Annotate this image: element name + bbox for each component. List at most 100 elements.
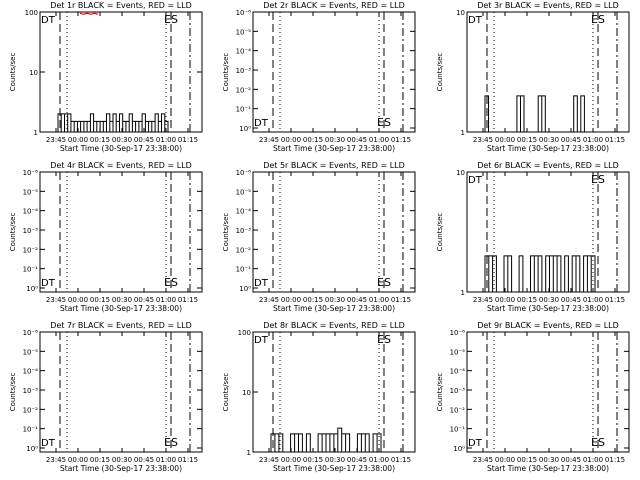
x-tick-label: 00:15 <box>90 136 110 144</box>
y-tick-label: 10⁰ <box>239 125 251 133</box>
y-tick-label: 10⁻⁶ <box>450 329 466 337</box>
y-tick-label: 10⁰ <box>26 445 38 453</box>
right-marker-label: ES <box>377 116 391 129</box>
right-marker-label: ES <box>591 13 605 26</box>
x-tick-label: 00:00 <box>68 296 88 304</box>
x-axis-label: Start Time (30-Sep-17 23:38:00) <box>60 304 182 313</box>
chart-title: Det 3r BLACK = Events, RED = LLD <box>477 1 619 10</box>
chart-title: Det 1r BLACK = Events, RED = LLD <box>50 1 192 10</box>
x-tick-label: 00:30 <box>112 456 132 464</box>
left-marker-label: DT <box>254 118 269 129</box>
right-marker-label: ES <box>377 276 391 289</box>
x-tick-label: 01:15 <box>178 296 198 304</box>
y-tick-label: 10 <box>456 9 465 17</box>
chart-title: Det 8r BLACK = Events, RED = LLD <box>263 321 405 330</box>
y-tick-label: 10⁻¹ <box>450 426 466 434</box>
chart-title: Det 9r BLACK = Events, RED = LLD <box>477 321 619 330</box>
x-tick-label: 00:30 <box>539 456 559 464</box>
y-tick-label: 10 <box>29 69 38 77</box>
y-tick-label: 10⁻¹ <box>23 266 39 274</box>
x-axis-label: Start Time (30-Sep-17 23:38:00) <box>487 144 609 153</box>
y-axis-label: Counts/sec <box>9 373 17 412</box>
y-tick-label: 10⁻⁴ <box>450 368 466 376</box>
right-marker-label: ES <box>164 436 178 449</box>
y-tick-label: 10⁻⁵ <box>23 188 39 196</box>
x-tick-label: 23:45 <box>259 296 279 304</box>
events-series-line <box>484 255 596 293</box>
y-tick-label: 10⁻¹ <box>236 106 252 114</box>
x-tick-label: 00:45 <box>561 456 581 464</box>
x-tick-label: 00:30 <box>112 136 132 144</box>
x-tick-label: 00:45 <box>561 296 581 304</box>
x-axis-label: Start Time (30-Sep-17 23:38:00) <box>487 304 609 313</box>
x-tick-label: 01:15 <box>605 456 625 464</box>
y-axis-label: Counts/sec <box>9 53 17 92</box>
y-tick-label: 100 <box>238 329 251 337</box>
y-tick-label: 10⁻¹ <box>236 266 252 274</box>
chart-title: Det 2r BLACK = Events, RED = LLD <box>263 1 405 10</box>
x-tick-label: 00:15 <box>517 136 537 144</box>
plot-frame <box>39 331 203 453</box>
x-tick-label: 01:15 <box>391 136 411 144</box>
y-tick-label: 1 <box>247 449 251 457</box>
y-tick-label: 1 <box>34 129 38 137</box>
y-axis-label: Counts/sec <box>222 373 230 412</box>
plot-frame <box>466 11 630 133</box>
lld-series-line <box>79 12 99 15</box>
x-tick-label: 00:00 <box>495 136 515 144</box>
x-tick-label: 00:45 <box>134 136 154 144</box>
x-tick-label: 00:45 <box>134 296 154 304</box>
chart-title: Det 5r BLACK = Events, RED = LLD <box>263 161 405 170</box>
x-tick-label: 00:45 <box>134 456 154 464</box>
x-tick-label: 01:15 <box>391 456 411 464</box>
y-axis-label: Counts/sec <box>436 213 444 252</box>
x-tick-label: 23:45 <box>46 296 66 304</box>
x-tick-label: 01:00 <box>369 136 389 144</box>
x-tick-label: 00:45 <box>561 136 581 144</box>
x-tick-label: 00:30 <box>325 136 345 144</box>
y-tick-label: 10⁻⁴ <box>236 208 252 216</box>
y-tick-label: 10⁻³ <box>236 227 252 235</box>
plot-frame <box>252 171 416 293</box>
x-tick-label: 01:00 <box>156 456 176 464</box>
x-tick-label: 00:00 <box>68 456 88 464</box>
y-tick-label: 10⁻³ <box>23 387 39 395</box>
x-tick-label: 01:15 <box>178 136 198 144</box>
y-tick-label: 10⁻⁶ <box>23 329 39 337</box>
x-tick-label: 00:30 <box>539 136 559 144</box>
x-tick-label: 00:00 <box>495 296 515 304</box>
plot-frame <box>466 331 630 453</box>
left-marker-label: DT <box>468 15 483 26</box>
left-marker-label: DT <box>41 278 56 289</box>
y-tick-label: 10⁻¹ <box>23 426 39 434</box>
y-tick-label: 10 <box>456 169 465 177</box>
x-tick-label: 01:15 <box>391 296 411 304</box>
x-tick-label: 01:15 <box>178 456 198 464</box>
x-tick-label: 00:00 <box>281 456 301 464</box>
y-tick-label: 10⁻⁵ <box>236 188 252 196</box>
x-tick-label: 00:00 <box>495 456 515 464</box>
x-tick-label: 01:00 <box>583 136 603 144</box>
right-marker-label: ES <box>164 276 178 289</box>
y-axis-label: Counts/sec <box>222 53 230 92</box>
left-marker-label: DT <box>254 278 269 289</box>
left-marker-label: DT <box>468 438 483 449</box>
y-tick-label: 10⁰ <box>239 285 251 293</box>
y-tick-label: 10⁻⁴ <box>23 368 39 376</box>
y-tick-label: 10⁻⁵ <box>23 348 39 356</box>
x-tick-label: 23:45 <box>259 456 279 464</box>
x-tick-label: 00:30 <box>539 296 559 304</box>
y-tick-label: 10⁻³ <box>23 227 39 235</box>
y-tick-label: 10⁻⁶ <box>236 9 252 17</box>
x-tick-label: 01:15 <box>605 296 625 304</box>
events-series-line <box>484 95 595 133</box>
x-tick-label: 23:45 <box>259 136 279 144</box>
x-tick-label: 00:15 <box>303 456 323 464</box>
y-tick-label: 10⁻³ <box>236 67 252 75</box>
x-tick-label: 00:15 <box>90 456 110 464</box>
x-tick-label: 01:00 <box>369 296 389 304</box>
x-tick-label: 00:45 <box>347 296 367 304</box>
events-series-line <box>270 427 382 453</box>
x-tick-label: 01:00 <box>583 456 603 464</box>
